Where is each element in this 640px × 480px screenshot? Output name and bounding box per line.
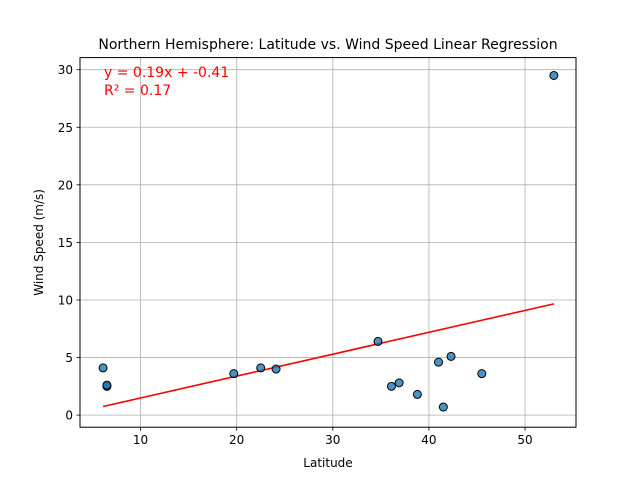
data-point [438, 402, 448, 412]
data-point [98, 363, 108, 373]
data-point [102, 380, 112, 390]
y-tick-label: 10 [58, 293, 73, 307]
data-point [373, 336, 383, 346]
data-point [394, 378, 404, 388]
x-axis-label: Latitude [303, 456, 352, 470]
x-tick-label: 20 [229, 433, 244, 447]
data-point [229, 369, 239, 379]
data-point [477, 369, 487, 379]
regression-equation: y = 0.19x + -0.41 [104, 65, 229, 81]
x-tick-label: 40 [421, 433, 436, 447]
y-tick-label: 30 [58, 63, 73, 77]
x-tick-label: 30 [325, 433, 340, 447]
r-squared-label: R² = 0.17 [104, 83, 171, 99]
data-point [386, 381, 396, 391]
data-point [434, 357, 444, 367]
x-tick-label: 10 [133, 433, 148, 447]
regression-line-group [102, 303, 555, 408]
regression-line [102, 303, 555, 408]
y-tick-label: 20 [58, 178, 73, 192]
data-point [549, 70, 559, 80]
y-tick-label: 5 [65, 351, 73, 365]
y-tick-label: 25 [58, 121, 73, 135]
data-point [271, 364, 281, 374]
y-tick-label: 15 [58, 236, 73, 250]
chart-title: Northern Hemisphere: Latitude vs. Wind S… [98, 37, 557, 53]
y-axis-label: Wind Speed (m/s) [32, 189, 46, 296]
y-tick-label: 0 [65, 409, 73, 423]
x-axis-ticks: 10 20 30 40 50 [133, 427, 533, 447]
data-points [98, 70, 559, 412]
data-point [446, 351, 456, 361]
data-point [412, 389, 422, 399]
y-axis-ticks: 0 5 10 15 20 25 30 [58, 63, 80, 423]
data-point [256, 363, 266, 373]
grid-lines [80, 57, 576, 428]
x-tick-label: 50 [517, 433, 532, 447]
